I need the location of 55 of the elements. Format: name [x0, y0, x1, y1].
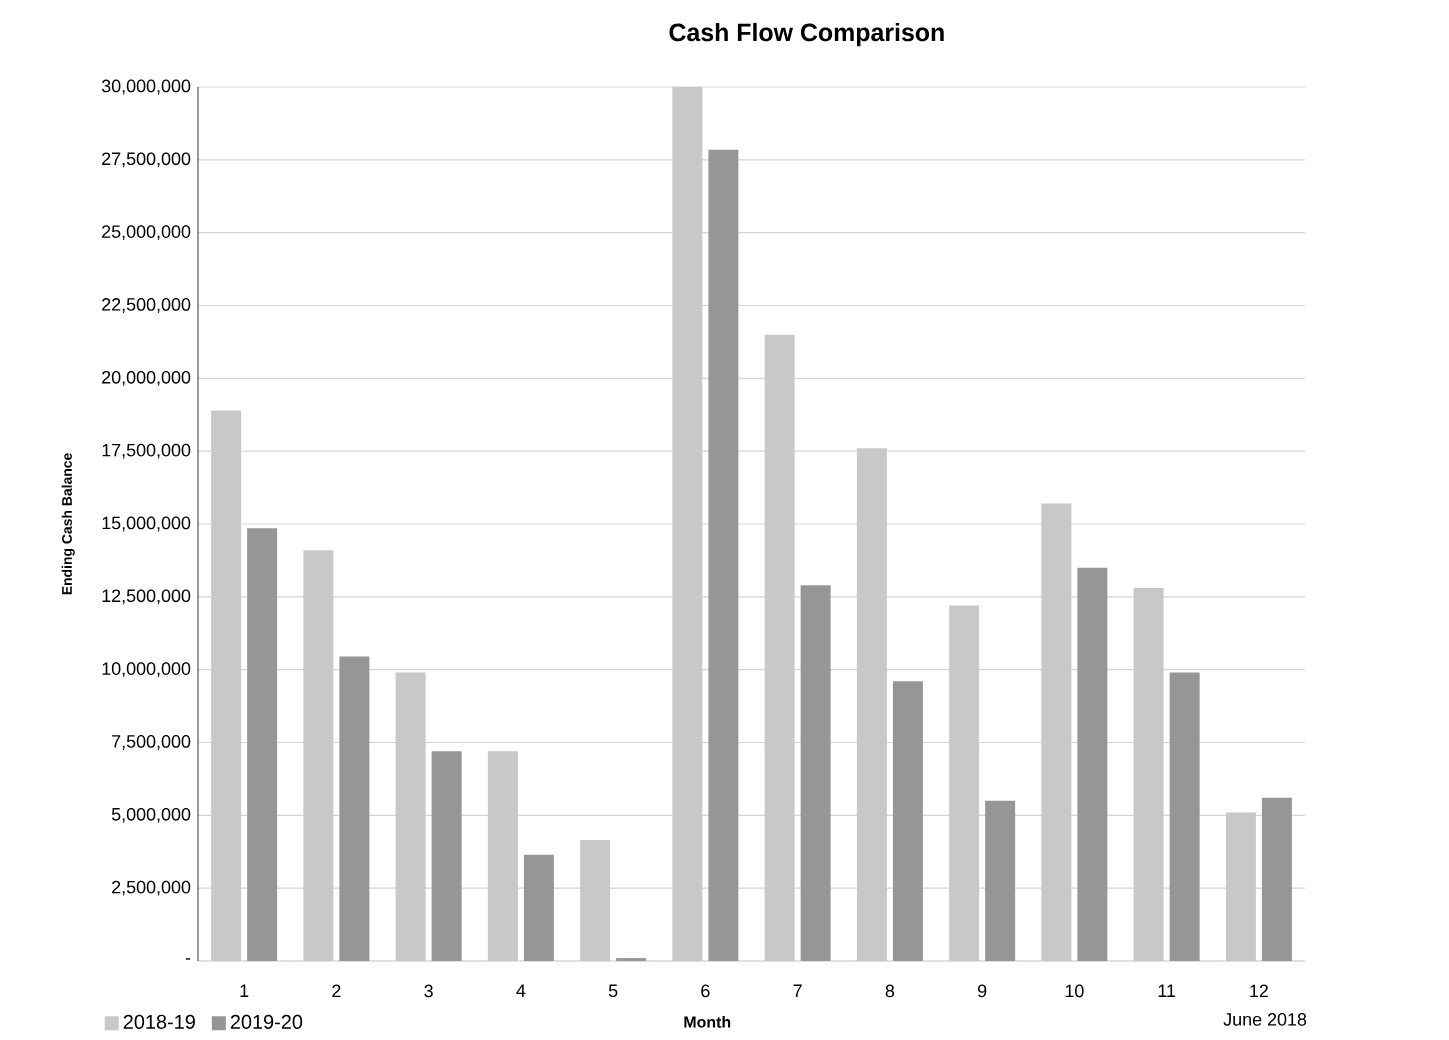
chart-title: Cash Flow Comparison	[669, 22, 944, 47]
x-tick-label: 12	[1250, 984, 1268, 998]
y-tick-label: 20,000,000	[102, 370, 191, 386]
x-tick-label: 1	[240, 984, 249, 997]
y-tick-label: -	[185, 958, 191, 960]
bar	[523, 854, 554, 961]
bar	[1225, 812, 1256, 961]
x-tick-label: 10	[1065, 984, 1084, 998]
bar	[395, 672, 426, 961]
bar	[985, 800, 1016, 961]
y-tick-label: 2,500,000	[112, 880, 191, 896]
y-tick-label: 30,000,000	[101, 79, 191, 95]
bar	[949, 605, 980, 961]
bar	[1041, 503, 1072, 961]
bar	[431, 751, 462, 961]
bar	[487, 751, 518, 961]
bar	[764, 334, 795, 961]
bar	[211, 410, 242, 961]
legend-label: 2018-19	[123, 1014, 195, 1029]
y-tick-label: 10,000,000	[102, 662, 191, 678]
bar	[1261, 797, 1292, 961]
x-tick-label: 2	[332, 984, 341, 998]
bar	[339, 656, 370, 961]
bar	[580, 840, 611, 961]
bar	[856, 448, 887, 961]
x-axis-title: Month	[684, 1016, 731, 1028]
x-tick-label: 11	[1158, 984, 1176, 997]
y-tick-label: 15,000,000	[102, 516, 191, 532]
y-axis-title: Ending Cash Balance	[61, 453, 75, 595]
bar	[616, 958, 647, 961]
x-tick-label: 7	[793, 984, 802, 997]
bar	[303, 550, 334, 961]
bar	[708, 149, 739, 961]
x-tick-label: 3	[424, 984, 433, 998]
legend-label: 2019-20	[230, 1014, 303, 1029]
x-tick-label: 4	[516, 984, 526, 997]
x-tick-label: 9	[977, 984, 987, 998]
x-tick-label: 8	[885, 984, 895, 998]
bar	[1077, 567, 1108, 961]
bar	[672, 86, 703, 961]
x-tick-label: 6	[701, 984, 710, 998]
bar	[1133, 588, 1164, 961]
x-tick-label: 5	[608, 984, 618, 998]
y-tick-label: 17,500,000	[102, 443, 191, 459]
y-tick-label: 7,500,000	[112, 735, 191, 750]
y-tick-label: 5,000,000	[111, 807, 191, 823]
bar	[247, 528, 278, 961]
y-tick-label: 22,500,000	[102, 298, 191, 313]
bar	[1169, 672, 1200, 961]
y-tick-label: 12,500,000	[102, 589, 191, 605]
y-tick-label: 25,000,000	[102, 225, 191, 241]
bar	[892, 681, 923, 961]
y-tick-label: 27,500,000	[102, 152, 191, 168]
bar	[800, 585, 831, 961]
text: June 2018	[1223, 1013, 1307, 1026]
